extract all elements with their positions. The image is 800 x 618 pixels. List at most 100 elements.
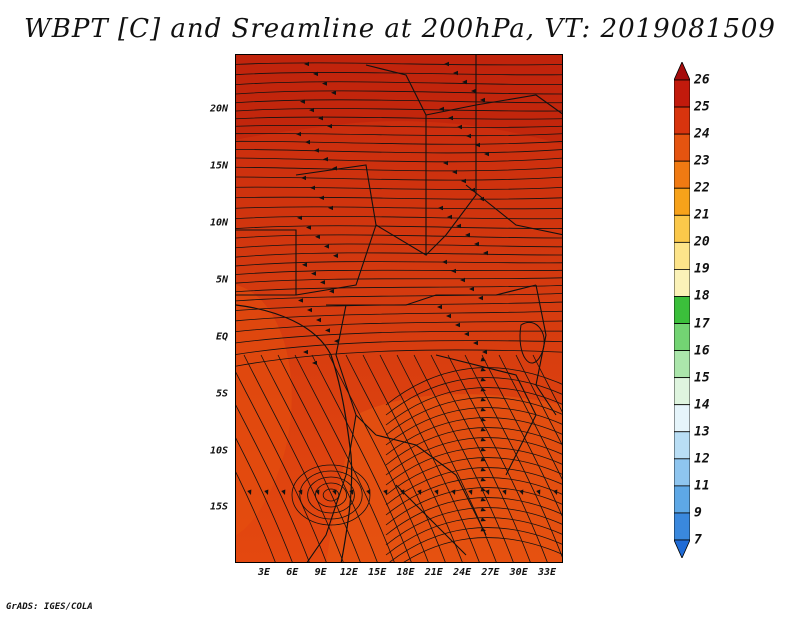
map-canvas xyxy=(236,55,562,562)
colorbar-segment xyxy=(674,106,690,135)
streamline-arrow xyxy=(333,253,338,258)
figure-title: WBPT [C] and Sreamline at 200hPa, VT: 20… xyxy=(24,14,776,44)
lat-tick-label: 10N xyxy=(209,217,228,229)
streamline-arrow xyxy=(480,447,486,452)
streamline xyxy=(430,354,531,562)
streamline-arrow xyxy=(434,489,439,495)
streamline-arrow xyxy=(460,277,465,283)
streamline-arrow xyxy=(318,116,323,121)
streamline xyxy=(385,367,562,406)
streamline-arrow xyxy=(474,241,479,247)
lon-tick-label: 12E xyxy=(339,567,358,578)
streamline-arrow xyxy=(455,322,460,328)
streamline xyxy=(362,354,463,562)
streamline-arrow xyxy=(315,234,320,239)
streamline xyxy=(236,234,562,239)
streamline xyxy=(236,157,562,163)
streamline xyxy=(236,108,562,112)
colorbar-tick-label: 11 xyxy=(694,478,710,494)
streamline xyxy=(236,261,562,267)
lon-tick-label: 9E xyxy=(314,567,327,578)
streamline xyxy=(385,387,562,426)
streamline xyxy=(236,140,562,145)
colorbar-segment xyxy=(674,133,690,162)
streamline-arrow xyxy=(297,215,302,221)
streamline-arrow xyxy=(304,61,309,67)
streamline-arrow xyxy=(480,387,486,392)
colorbar-tick-label: 12 xyxy=(694,451,710,467)
colorbar-tick-label: 22 xyxy=(694,180,710,196)
streamline xyxy=(236,252,562,258)
streamline-arrow xyxy=(314,148,319,153)
streamline xyxy=(236,149,562,154)
streamline-arrow xyxy=(300,99,305,104)
wbpt-cool-patch xyxy=(236,55,562,145)
streamline xyxy=(385,397,562,436)
lon-tick-label: 15E xyxy=(368,567,387,578)
lat-tick-label: 15N xyxy=(209,160,228,172)
streamline-arrow xyxy=(502,489,507,495)
streamline-arrow xyxy=(301,175,306,181)
streamline-arrow xyxy=(322,81,327,86)
streamline xyxy=(403,537,562,562)
map-panel xyxy=(235,54,563,563)
streamline-arrow xyxy=(310,185,315,190)
colorbar-top-arrow xyxy=(674,62,690,81)
lon-tick-label: 30E xyxy=(509,567,528,578)
streamline xyxy=(515,354,562,446)
streamline xyxy=(385,437,562,476)
streamline-arrow xyxy=(457,124,462,130)
colorbar-segment xyxy=(674,404,690,433)
colorbar-tick-label: 15 xyxy=(694,370,710,386)
streamline xyxy=(236,471,276,562)
colorbar-segment xyxy=(674,160,690,189)
country-boundaries xyxy=(236,55,562,562)
streamline-arrow xyxy=(475,142,480,148)
streamline xyxy=(294,354,395,562)
colorbar-tick-label: 16 xyxy=(694,343,710,359)
streamline xyxy=(498,354,562,480)
streamline-vortex xyxy=(315,482,348,508)
streamline-arrow xyxy=(461,178,466,184)
streamline xyxy=(236,404,310,562)
streamline xyxy=(236,166,562,172)
streamline-arrow xyxy=(480,357,486,362)
streamline xyxy=(260,354,361,562)
streamline-arrow xyxy=(536,489,541,495)
streamline xyxy=(277,354,378,562)
streamline-arrow xyxy=(264,489,269,495)
streamline-vortex xyxy=(307,476,355,514)
streamline-arrow xyxy=(305,139,310,145)
streamline-arrow xyxy=(247,489,252,495)
streamline-arrow xyxy=(466,133,471,139)
streamline-arrow xyxy=(478,295,483,301)
colorbar-segment xyxy=(674,79,690,108)
streamline xyxy=(243,354,344,562)
colorbar-segment xyxy=(674,431,690,460)
streamline xyxy=(236,310,562,322)
streamline-arrow xyxy=(451,268,456,274)
streamline-arrow xyxy=(447,214,452,220)
streamline-arrow xyxy=(328,205,333,211)
streamline-arrow xyxy=(448,115,453,121)
streamline xyxy=(236,116,562,120)
lat-tick-label: 10S xyxy=(209,445,228,457)
colorbar-tick-label: 7 xyxy=(694,532,702,548)
streamline xyxy=(385,457,562,496)
country-border xyxy=(306,414,357,562)
streamline-arrow xyxy=(468,489,473,495)
wbpt-warm-patch xyxy=(326,394,562,562)
country-border xyxy=(465,184,562,236)
colorbar-segment xyxy=(674,350,690,379)
colorbar-tick-label: 13 xyxy=(694,424,710,440)
streamline-arrow xyxy=(383,489,388,495)
colorbar-tick-label: 19 xyxy=(694,261,710,277)
streamline xyxy=(236,206,562,210)
colorbar xyxy=(674,62,690,558)
streamline-arrow xyxy=(465,232,470,238)
streamline-arrow xyxy=(325,328,330,333)
streamline xyxy=(385,447,562,486)
streamline-arrow xyxy=(480,517,486,522)
lat-tick-label: 20N xyxy=(209,103,228,115)
country-border xyxy=(535,284,557,416)
